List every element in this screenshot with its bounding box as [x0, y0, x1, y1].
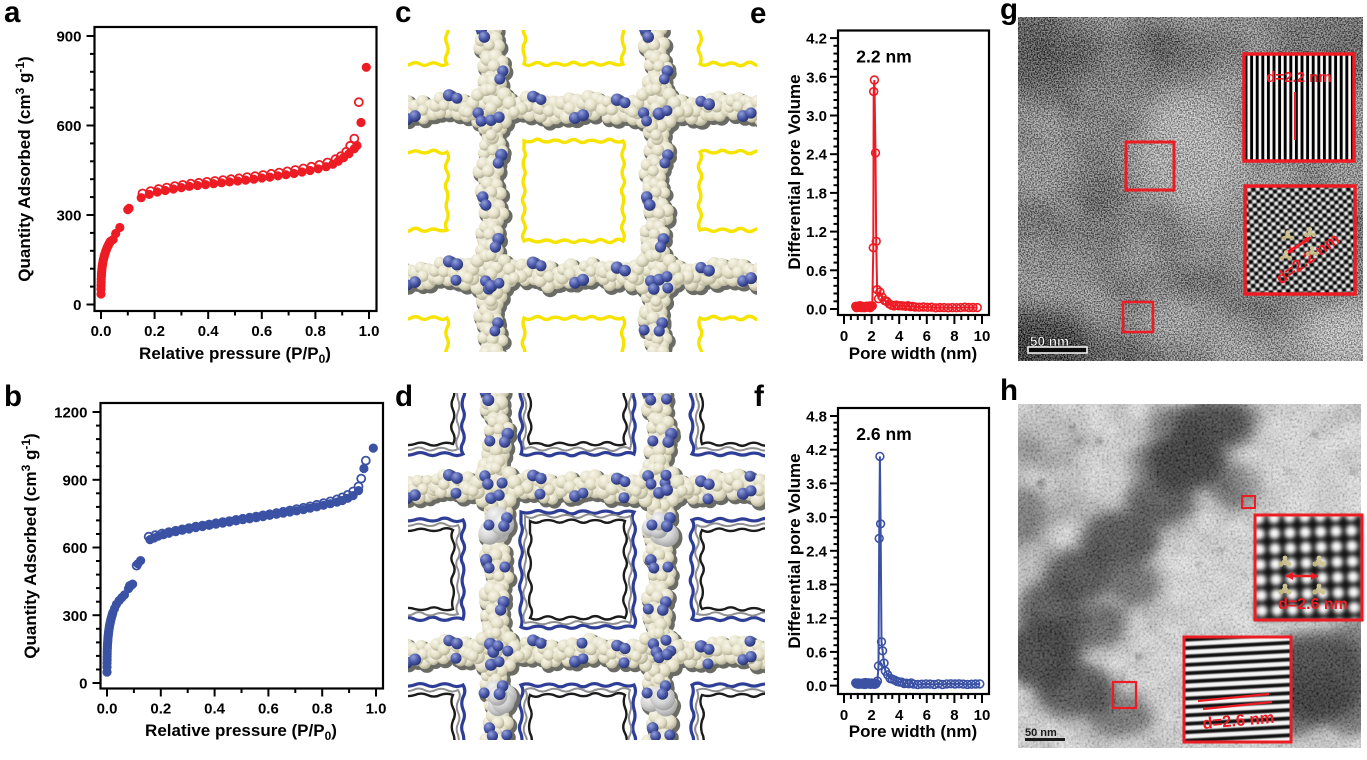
svg-text:0: 0	[840, 328, 848, 345]
svg-text:50 nm: 50 nm	[1025, 727, 1057, 739]
svg-text:2.6 nm: 2.6 nm	[856, 424, 911, 444]
svg-text:4.2: 4.2	[806, 31, 827, 48]
svg-text:1.2: 1.2	[806, 611, 827, 628]
svg-text:1.0: 1.0	[366, 701, 387, 718]
svg-text:0.8: 0.8	[312, 701, 333, 718]
svg-text:0.0: 0.0	[806, 302, 827, 319]
svg-text:50 nm: 50 nm	[1030, 334, 1069, 349]
svg-text:2.4: 2.4	[806, 543, 828, 560]
svg-text:1.2: 1.2	[806, 224, 827, 241]
svg-text:8: 8	[950, 328, 958, 345]
svg-text:0.6: 0.6	[251, 323, 272, 340]
svg-text:8: 8	[950, 707, 958, 724]
svg-text:e: e	[750, 0, 766, 30]
svg-text:Quantity Adsorbed (cm3 g-1): Quantity Adsorbed (cm3 g-1)	[19, 433, 40, 658]
svg-text:Pore width (nm): Pore width (nm)	[849, 722, 977, 741]
svg-text:600: 600	[56, 118, 81, 135]
svg-text:0.0: 0.0	[91, 323, 112, 340]
svg-text:Quantity Adsorbed (cm3 g-1): Quantity Adsorbed (cm3 g-1)	[13, 56, 34, 281]
svg-text:0.4: 0.4	[204, 701, 226, 718]
svg-text:0.6: 0.6	[258, 701, 279, 718]
svg-text:0.2: 0.2	[144, 323, 165, 340]
svg-text:4: 4	[895, 707, 904, 724]
svg-text:Differential pore Volume: Differential pore Volume	[785, 74, 804, 269]
svg-text:b: b	[4, 380, 22, 413]
svg-text:10: 10	[974, 707, 991, 724]
svg-text:4: 4	[895, 328, 904, 345]
svg-text:2: 2	[867, 328, 875, 345]
svg-text:4.8: 4.8	[806, 409, 827, 426]
svg-text:h: h	[1000, 374, 1018, 407]
svg-text:300: 300	[56, 208, 81, 225]
svg-text:1.0: 1.0	[359, 323, 380, 340]
svg-text:0.0: 0.0	[97, 701, 118, 718]
svg-text:c: c	[395, 0, 411, 29]
svg-text:10: 10	[974, 328, 991, 345]
svg-text:0.6: 0.6	[806, 644, 827, 661]
svg-text:1.8: 1.8	[806, 185, 827, 202]
svg-text:a: a	[4, 0, 21, 29]
svg-text:900: 900	[62, 472, 87, 489]
svg-text:f: f	[754, 380, 764, 413]
svg-text:1200: 1200	[54, 405, 87, 422]
svg-text:3.0: 3.0	[806, 510, 827, 527]
svg-text:0: 0	[73, 297, 81, 314]
svg-text:Relative pressure (P/P0): Relative pressure (P/P0)	[139, 344, 331, 366]
svg-text:6: 6	[923, 328, 931, 345]
svg-text:0.8: 0.8	[305, 323, 326, 340]
svg-text:0: 0	[79, 676, 87, 693]
svg-text:6: 6	[923, 707, 931, 724]
svg-text:Relative pressure (P/P0): Relative pressure (P/P0)	[145, 721, 337, 743]
svg-text:Differential pore Volume: Differential pore Volume	[785, 453, 804, 648]
svg-text:1.8: 1.8	[806, 577, 827, 594]
svg-text:3.6: 3.6	[806, 69, 827, 86]
svg-text:0.6: 0.6	[806, 263, 827, 280]
svg-text:2.4: 2.4	[806, 147, 828, 164]
svg-text:0: 0	[840, 707, 848, 724]
svg-text:0.4: 0.4	[198, 323, 220, 340]
svg-text:d=2.2 nm: d=2.2 nm	[1266, 69, 1331, 86]
svg-text:4.2: 4.2	[806, 442, 827, 459]
svg-text:g: g	[1000, 0, 1018, 26]
svg-text:2: 2	[867, 707, 875, 724]
svg-text:0.0: 0.0	[806, 678, 827, 695]
svg-text:3.6: 3.6	[806, 476, 827, 493]
svg-text:3.0: 3.0	[806, 108, 827, 125]
svg-text:0.2: 0.2	[150, 701, 171, 718]
svg-text:600: 600	[62, 540, 87, 557]
svg-text:d=2.6 nm: d=2.6 nm	[1278, 596, 1348, 613]
svg-text:300: 300	[62, 608, 87, 625]
svg-text:Pore width (nm): Pore width (nm)	[849, 344, 977, 363]
svg-text:900: 900	[56, 29, 81, 46]
svg-text:2.2 nm: 2.2 nm	[856, 47, 911, 67]
svg-text:d: d	[395, 380, 413, 413]
